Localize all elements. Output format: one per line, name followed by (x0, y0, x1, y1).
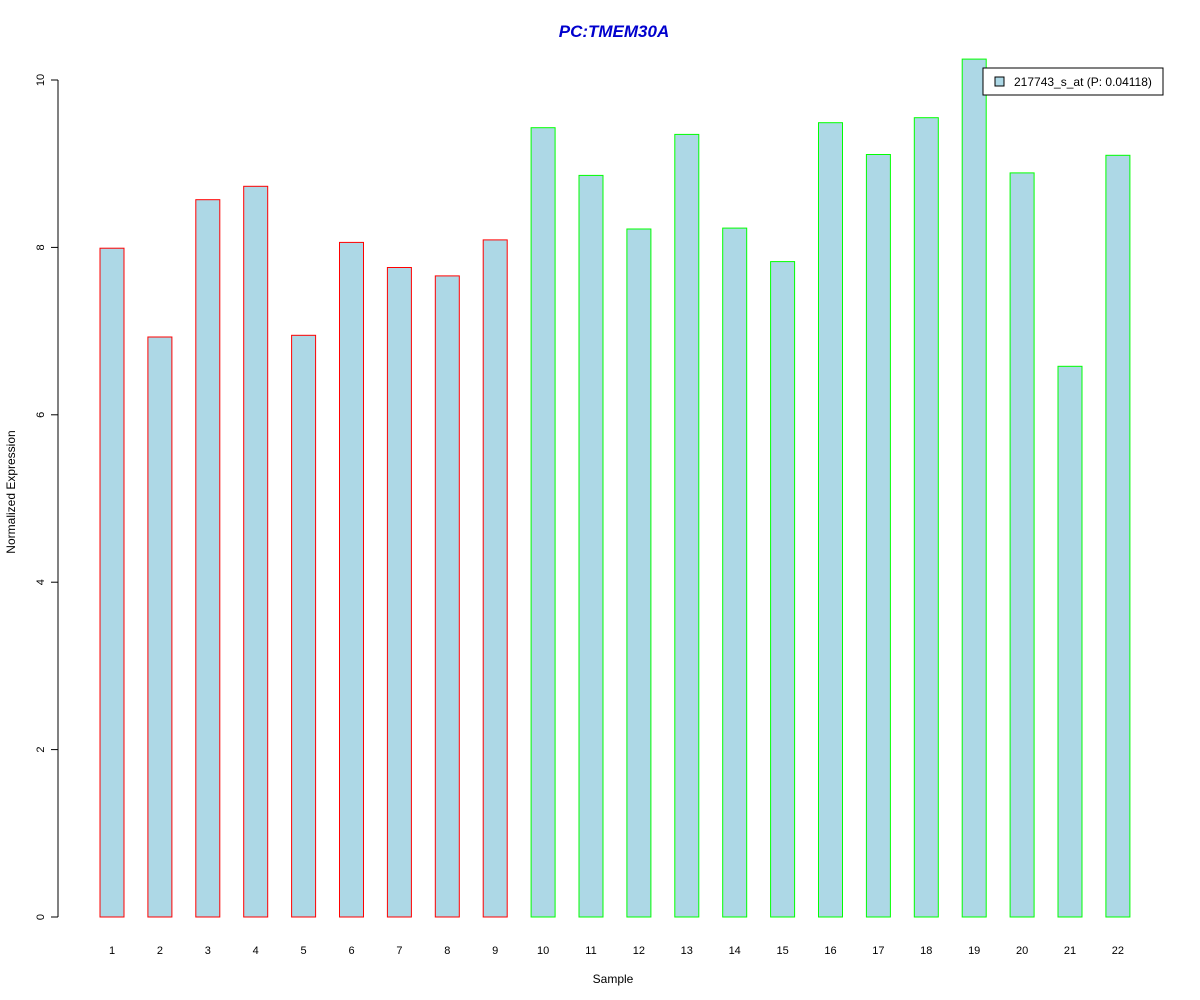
legend-box (982, 67, 1164, 96)
bar-sample-18 (913, 117, 939, 918)
y-tick-label: 10 (35, 74, 47, 86)
x-axis-label: Sample (593, 972, 634, 986)
y-tick-label: 0 (35, 914, 47, 920)
y-axis-ticks: 0 2 4 6 8 10 (35, 74, 58, 920)
bar-sample-9 (482, 239, 508, 918)
x-tick-label: 20 (1016, 945, 1028, 957)
y-tick-label: 2 (35, 747, 47, 753)
x-tick-label: 9 (492, 945, 498, 957)
x-tick-label: 16 (824, 945, 836, 957)
bar-sample-14 (722, 227, 748, 918)
y-tick-label: 4 (35, 579, 47, 585)
y-tick-label: 8 (35, 244, 47, 250)
x-tick-label: 14 (729, 945, 741, 957)
bar-sample-16 (818, 122, 843, 918)
bar-series (99, 58, 1131, 918)
bar-sample-3 (195, 199, 221, 918)
bar-sample-22 (1105, 154, 1131, 918)
bar-sample-11 (578, 174, 604, 918)
bar-sample-6 (339, 241, 364, 918)
bar-sample-10 (530, 127, 556, 918)
x-tick-label: 15 (776, 945, 788, 957)
bar-sample-15 (770, 261, 796, 918)
x-tick-label: 8 (444, 945, 450, 957)
bar-sample-8 (434, 275, 460, 918)
bar-sample-17 (865, 154, 891, 918)
x-tick-label: 19 (968, 945, 980, 957)
x-tick-label: 7 (396, 945, 402, 957)
bar-sample-19 (961, 58, 987, 918)
chart-title: PC:TMEM30A (559, 22, 670, 41)
x-tick-label: 12 (633, 945, 645, 957)
bar-sample-1 (99, 247, 125, 918)
y-tick-label: 6 (35, 412, 47, 418)
bar-sample-2 (147, 336, 173, 918)
legend-swatch (994, 76, 1005, 87)
x-tick-label: 3 (205, 945, 211, 957)
bar-sample-4 (243, 185, 269, 918)
legend-entry-label: 217743_s_at (P: 0.04118) (1014, 75, 1152, 89)
x-tick-label: 6 (348, 945, 354, 957)
x-tick-label: 21 (1064, 945, 1076, 957)
x-tick-label: 1 (109, 945, 115, 957)
bar-sample-12 (626, 228, 652, 918)
x-tick-label: 11 (585, 945, 596, 957)
x-tick-label: 18 (920, 945, 932, 957)
x-tick-label: 10 (537, 945, 549, 957)
bar-sample-5 (291, 334, 317, 918)
x-tick-label: 5 (301, 945, 307, 957)
bar-sample-13 (674, 133, 700, 918)
bar-sample-7 (386, 267, 412, 918)
legend: 217743_s_at (P: 0.04118) (982, 67, 1164, 96)
bar-sample-20 (1009, 172, 1035, 918)
x-tick-label: 2 (157, 945, 163, 957)
x-tick-label: 4 (253, 945, 259, 957)
bar-sample-21 (1057, 365, 1083, 918)
x-tick-label: 22 (1112, 945, 1124, 957)
x-tick-label: 17 (872, 945, 884, 957)
y-axis-label: Normalized Expression (4, 430, 18, 553)
x-axis-tick-labels: 1 2 3 4 5 6 7 8 9 10 11 12 13 14 15 16 17 18 19 20 21 22 (109, 945, 1124, 957)
x-tick-label: 13 (681, 945, 693, 957)
